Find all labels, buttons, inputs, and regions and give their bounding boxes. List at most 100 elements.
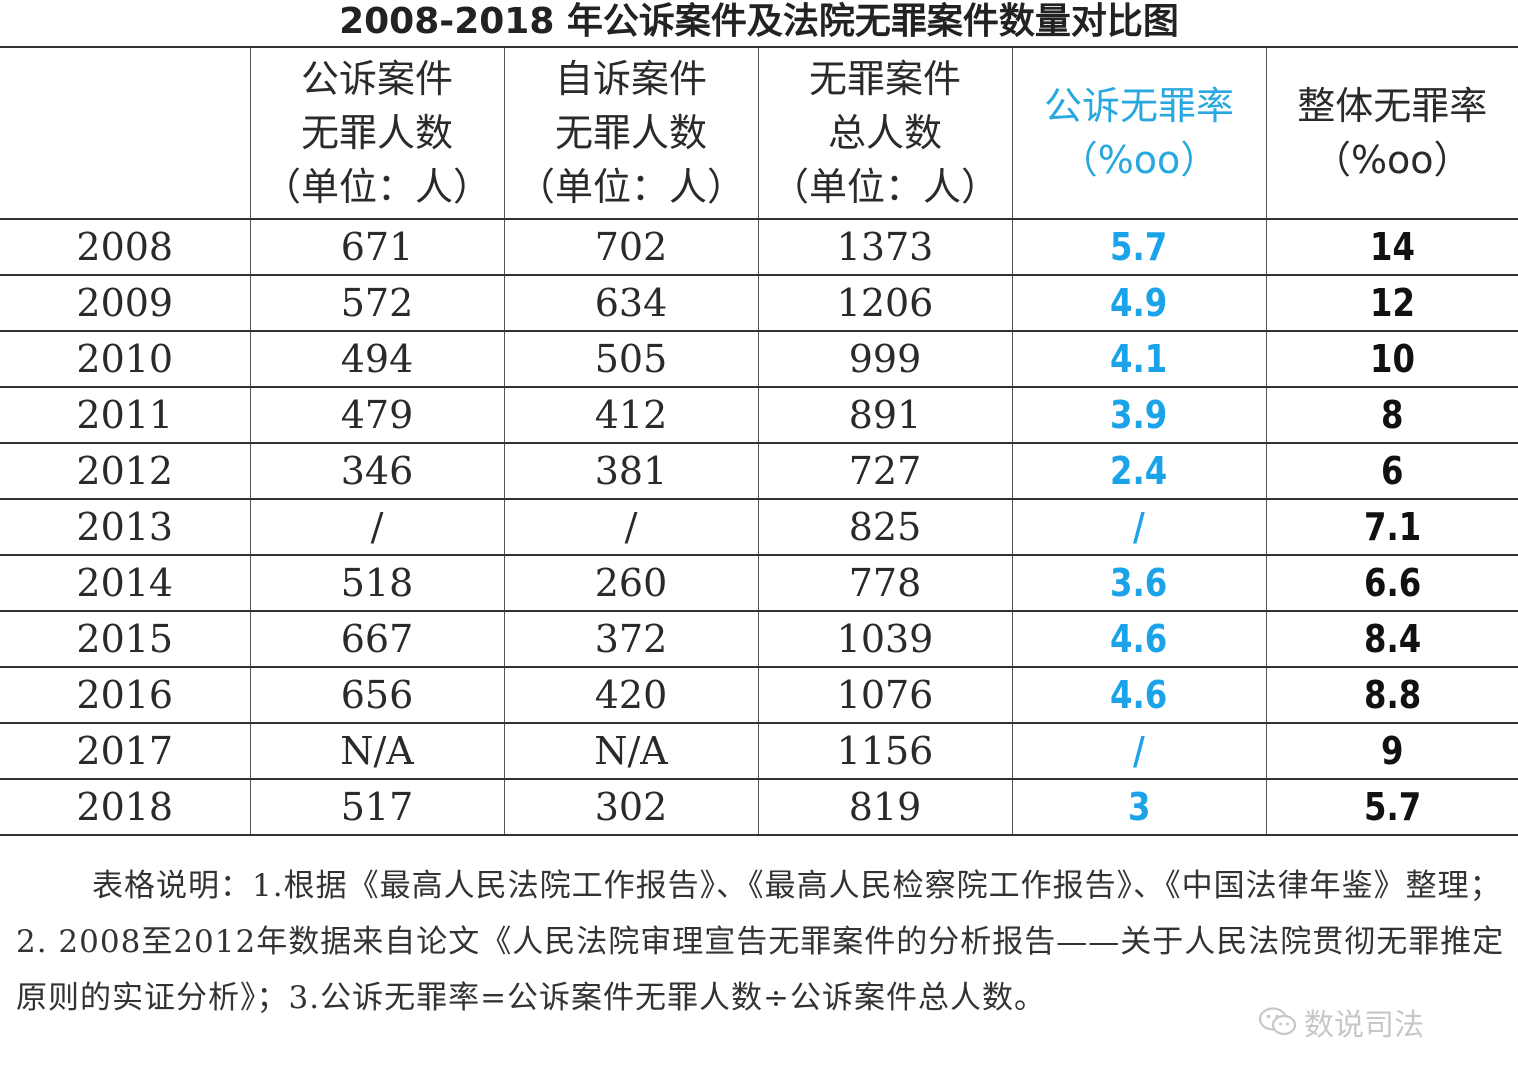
cell-value: 5.7 <box>1363 785 1421 829</box>
cell-overall-rate: 8.8 <box>1265 666 1518 724</box>
cell-private-acquitted: 302 <box>503 778 758 836</box>
cell-public-rate: 4.1 <box>1011 330 1266 388</box>
cell-public-acquitted: N/A <box>249 722 504 780</box>
cell-overall-rate: 12 <box>1265 274 1518 332</box>
cell-value: 6 <box>1380 449 1404 493</box>
cell-value: 12 <box>1369 281 1415 325</box>
cell-total-acquitted: 1373 <box>757 218 1012 276</box>
cell-value: 3 <box>1127 785 1151 829</box>
cell-private-acquitted: / <box>503 498 758 556</box>
column-header-private-acquitted: 自诉案件无罪人数 （单位：人） <box>503 46 758 220</box>
cell-year: 2016 <box>0 666 250 724</box>
cell-year: 2008 <box>0 218 250 276</box>
column-header-overall-rate: 整体无罪率 （%oo） <box>1265 46 1518 220</box>
column-header-line: 公诉无罪率 <box>1043 84 1234 128</box>
cell-private-acquitted: 505 <box>503 330 758 388</box>
cell-private-acquitted: 260 <box>503 554 758 612</box>
table-row: 2008 671 702 1373 5.7 14 <box>0 218 1518 276</box>
cell-private-acquitted: 381 <box>503 442 758 500</box>
cell-total-acquitted: 891 <box>757 386 1012 444</box>
cell-public-acquitted: 656 <box>249 666 504 724</box>
cell-public-acquitted: 671 <box>249 218 504 276</box>
header-row: 公诉案件 无罪人数 （单位：人） 自诉案件 无罪人数 （单位：人） 无罪案件 总人数 （单位：人… <box>0 46 1518 220</box>
cell-private-acquitted: 420 <box>503 666 758 724</box>
column-header-line: （单位：人） <box>516 165 745 209</box>
cell-value: 3.6 <box>1110 561 1168 605</box>
cell-private-acquitted: 372 <box>503 610 758 668</box>
cell-year: 2011 <box>0 386 250 444</box>
cell-public-rate: / <box>1011 498 1266 556</box>
cell-year: 2015 <box>0 610 250 668</box>
table-row: 2012 346 381 727 2.4 6 <box>0 442 1518 500</box>
cell-public-acquitted: 479 <box>249 386 504 444</box>
table-row: 2010 494 505 999 4.1 10 <box>0 330 1518 388</box>
chart-title: 2008-2018 年公诉案件及法院无罪案件数量对比图 <box>339 1 1179 42</box>
cell-public-acquitted: 572 <box>249 274 504 332</box>
column-header-year <box>0 46 250 220</box>
cell-overall-rate: 5.7 <box>1265 778 1518 836</box>
cell-year: 2012 <box>0 442 250 500</box>
column-header-line: 公诉案件 <box>300 57 453 101</box>
cell-total-acquitted: 999 <box>757 330 1012 388</box>
column-header-line: 无罪人数 <box>554 111 707 155</box>
cell-total-acquitted: 1076 <box>757 666 1012 724</box>
cell-total-acquitted: 1039 <box>757 610 1012 668</box>
cell-private-acquitted: 702 <box>503 218 758 276</box>
cell-year: 2013 <box>0 498 250 556</box>
table-notes: 表格说明：1.根据《最高人民法院工作报告》、《最高人民检察院工作报告》、《中国法… <box>16 868 1505 1016</box>
column-header-total-acquitted: 无罪案件 总人数 （单位：人） <box>757 46 1012 220</box>
cell-overall-rate: 8 <box>1265 386 1518 444</box>
cell-public-rate: 5.7 <box>1011 218 1266 276</box>
cell-public-rate: 3.9 <box>1011 386 1266 444</box>
table-row: 2015 667 372 1039 4.6 8.4 <box>0 610 1518 668</box>
cell-public-acquitted: 517 <box>249 778 504 836</box>
cell-value: 7.1 <box>1363 505 1421 549</box>
cell-value: 4.1 <box>1110 337 1168 381</box>
cell-overall-rate: 10 <box>1265 330 1518 388</box>
cell-value: 3.9 <box>1110 393 1168 437</box>
cell-value: 5.7 <box>1110 225 1168 269</box>
cell-value: 9 <box>1380 729 1404 773</box>
cell-public-rate: 4.9 <box>1011 274 1266 332</box>
cell-public-rate: 3 <box>1011 778 1266 836</box>
cell-public-acquitted: 494 <box>249 330 504 388</box>
table-body: 2008 671 702 1373 5.7 14 2009 572 634 1206 4.9 12 20… <box>0 218 1518 836</box>
cell-value: / <box>1133 505 1145 549</box>
cell-value: 2.4 <box>1110 449 1168 493</box>
cell-year: 2010 <box>0 330 250 388</box>
cell-total-acquitted: 778 <box>757 554 1012 612</box>
cell-value: 8.8 <box>1363 673 1421 717</box>
cell-overall-rate: 14 <box>1265 218 1518 276</box>
wechat-icon <box>1258 1007 1297 1036</box>
cell-value: 4.6 <box>1110 673 1168 717</box>
table-row: 2018 517 302 819 3 5.7 <box>0 778 1518 836</box>
cell-year: 2014 <box>0 554 250 612</box>
column-header-line: （%oo） <box>1312 138 1472 182</box>
cell-year: 2018 <box>0 778 250 836</box>
table-row: 2016 656 420 1076 4.6 8.8 <box>0 666 1518 724</box>
column-header-line: （单位：人） <box>262 165 491 209</box>
column-header-line: 自诉案件 <box>554 57 707 101</box>
cell-public-acquitted: 346 <box>249 442 504 500</box>
table-row: 2009 572 634 1206 4.9 12 <box>0 274 1518 332</box>
cell-overall-rate: 6 <box>1265 442 1518 500</box>
cell-value: 8 <box>1380 393 1404 437</box>
column-header-public-rate: 公诉无罪率 （%oo） <box>1011 46 1266 220</box>
cell-public-acquitted: 518 <box>249 554 504 612</box>
cell-value: / <box>1133 729 1145 773</box>
column-header-line: （%oo） <box>1059 138 1219 182</box>
cell-public-rate: 4.6 <box>1011 610 1266 668</box>
cell-overall-rate: 6.6 <box>1265 554 1518 612</box>
cell-public-acquitted: / <box>249 498 504 556</box>
cell-total-acquitted: 1206 <box>757 274 1012 332</box>
cell-total-acquitted: 727 <box>757 442 1012 500</box>
cell-public-rate: / <box>1011 722 1266 780</box>
cell-public-acquitted: 667 <box>249 610 504 668</box>
cell-overall-rate: 8.4 <box>1265 610 1518 668</box>
cell-value: 10 <box>1369 337 1415 381</box>
cell-overall-rate: 7.1 <box>1265 498 1518 556</box>
cell-private-acquitted: N/A <box>503 722 758 780</box>
watermark-text: 数说司法 <box>1304 1008 1424 1043</box>
cell-private-acquitted: 634 <box>503 274 758 332</box>
cell-value: 4.6 <box>1110 617 1168 661</box>
